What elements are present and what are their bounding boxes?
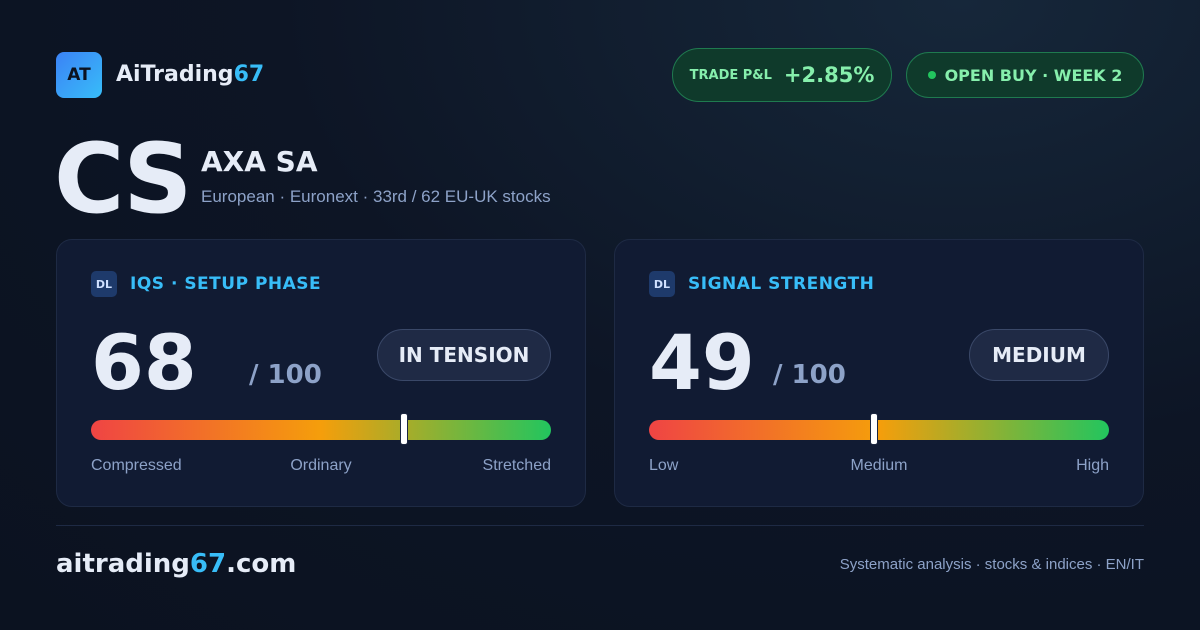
status-pill: MEDIUM bbox=[969, 329, 1109, 381]
ticker-symbol: CS bbox=[54, 123, 192, 235]
trade-badge: TRADE P&L +2.85% bbox=[672, 48, 892, 102]
scale-label: Medium bbox=[850, 457, 908, 474]
divider bbox=[56, 525, 1144, 526]
footer-domain: aitrading67.com bbox=[56, 549, 296, 579]
domain-suffix: .com bbox=[226, 549, 297, 579]
score-max: / 100 bbox=[773, 360, 846, 390]
ticker-name: AXA SA bbox=[201, 145, 318, 178]
status-dot bbox=[927, 71, 936, 79]
metric-card: DL SIGNAL STRENGTH 49 / 100 MEDIUM Low Medium H… bbox=[614, 239, 1144, 507]
ticker-subtitle: European · Euronext · 33rd / 62 EU-UK st… bbox=[201, 187, 551, 206]
gauge-marker bbox=[870, 413, 879, 445]
footer-tagline: Systematic analysis · stocks & indices ·… bbox=[839, 556, 1144, 573]
domain-name: aitrading bbox=[56, 549, 190, 579]
scale-label: High bbox=[1076, 457, 1109, 474]
metric-card: DL IQS · SETUP PHASE 68 / 100 IN TENSION Comp… bbox=[56, 239, 586, 507]
card-title: SIGNAL STRENGTH bbox=[688, 274, 875, 294]
trade-value: +2.85% bbox=[783, 63, 875, 87]
brand-accent: 67 bbox=[233, 62, 265, 87]
status-pill: IN TENSION bbox=[377, 329, 551, 381]
scale-label: Low bbox=[649, 457, 679, 474]
card-title: IQS · SETUP PHASE bbox=[130, 274, 322, 294]
gauge-marker bbox=[399, 413, 408, 445]
logo: AT bbox=[56, 52, 102, 98]
gauge-bar bbox=[91, 420, 551, 440]
score-max: / 100 bbox=[249, 360, 322, 390]
status-badge: OPEN BUY · WEEK 2 bbox=[906, 52, 1144, 98]
score: 68 bbox=[91, 318, 197, 407]
card-icon: DL bbox=[649, 271, 675, 297]
gauge-bar bbox=[649, 420, 1109, 440]
status-label: OPEN BUY · WEEK 2 bbox=[944, 65, 1123, 85]
brand: AiTrading67 bbox=[116, 62, 264, 87]
score: 49 bbox=[649, 318, 755, 407]
brand-name: AiTrading bbox=[116, 62, 234, 87]
domain-accent: 67 bbox=[189, 549, 227, 579]
trade-label: TRADE P&L bbox=[689, 67, 772, 83]
scale-label: Stretched bbox=[482, 457, 551, 474]
scale-label: Compressed bbox=[91, 457, 182, 474]
card-icon: DL bbox=[91, 271, 117, 297]
scale-label: Ordinary bbox=[290, 457, 352, 474]
